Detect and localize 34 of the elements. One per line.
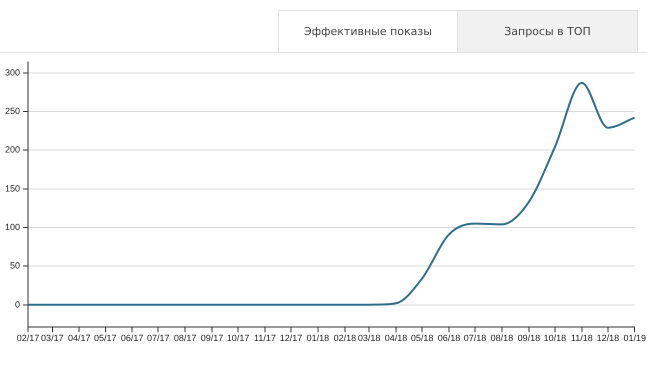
y-tick-label: 100 [4,222,20,232]
x-tick-label: 06/18 [438,333,460,344]
line-series [28,82,635,306]
x-tick-label: 10/17 [226,333,250,344]
x-tick-label: 06/17 [120,333,144,344]
x-tick-label: 01/19 [623,333,646,344]
x-tick-label: 10/18 [544,333,566,344]
y-tick-label: 250 [4,106,20,116]
x-tick-label: 02/18 [334,333,356,344]
x-tick-label: 09/18 [518,333,540,344]
y-tick-label: 50 [10,260,20,271]
x-tick-label: 05/18 [410,333,434,344]
x-tick-label: 07/18 [464,333,486,344]
y-tick-label: 150 [4,183,20,194]
x-tick-label: 04/18 [384,333,408,344]
y-tick-label: 0 [15,299,20,310]
x-tick-label: 07/17 [146,333,170,344]
x-tick-label: 12/18 [596,333,620,344]
chart-title: Эффективные показы [278,10,458,53]
x-tick-label: 11/18 [570,333,593,344]
text: Запросы в ТОП [458,10,638,53]
x-tick-label: 08/17 [174,333,196,344]
x-tick-label: 03/18 [358,333,380,344]
x-tick-label: 04/17 [68,333,90,344]
x-tick-label: 08/18 [490,333,514,344]
x-tick-label: 12/17 [280,333,302,344]
x-tick-label: 01/18 [306,333,330,344]
y-tick-label: 200 [4,144,20,155]
x-tick-label: 02/17 [16,333,40,344]
x-tick-label: 05/17 [94,333,117,344]
y-tick-label: 300 [4,67,20,78]
x-tick-label: 09/17 [200,333,224,344]
x-tick-label: 11/17 [254,333,276,344]
x-tick-label: 03/17 [41,333,64,344]
